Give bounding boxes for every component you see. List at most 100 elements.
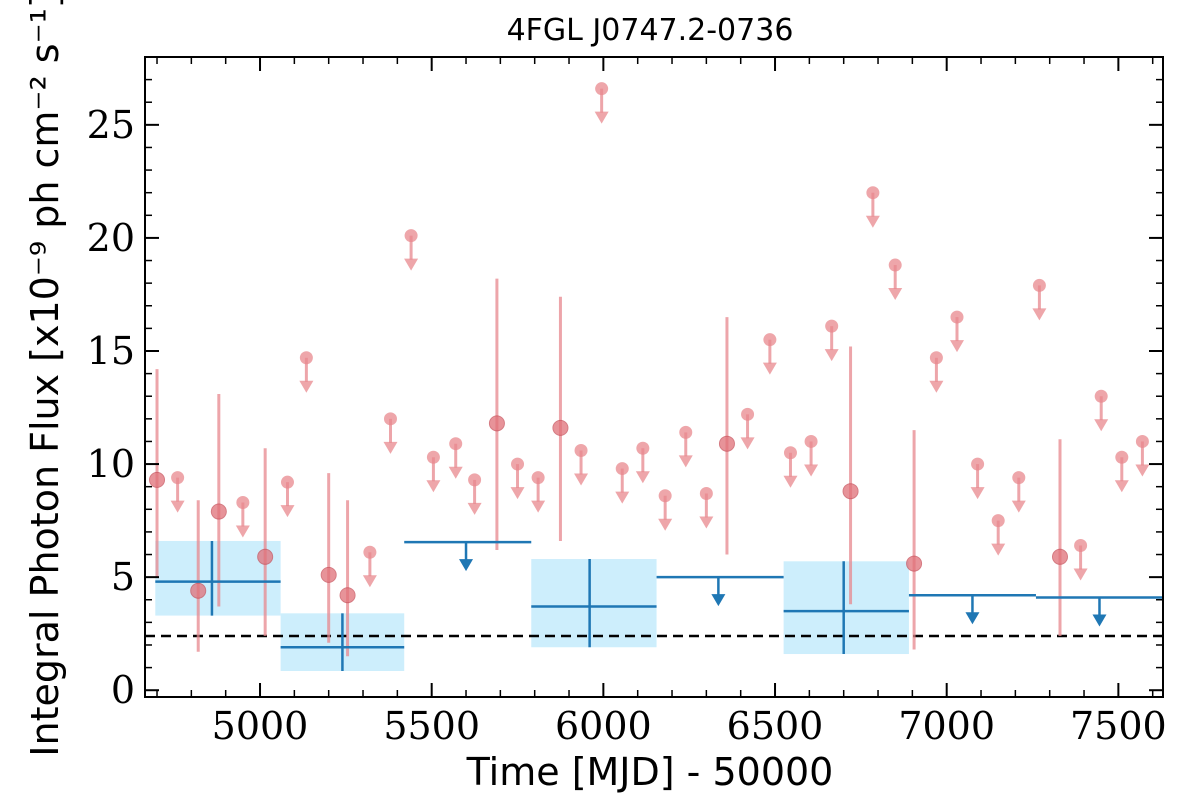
short-bin-upper-limit-arrow: [448, 466, 463, 479]
short-bin-upper-limit-point: [449, 437, 463, 451]
chart-title: 4FGL J0747.2-0736: [507, 13, 794, 48]
short-bin-detection-point: [552, 419, 569, 436]
plot-area: 5000 5500 6000 6500 7000 7500 0 5 10 15 20 25: [87, 56, 1167, 748]
x-tick-label: 7500: [1070, 704, 1167, 748]
short-bin-upper-limit-point: [636, 441, 650, 455]
short-bin-upper-limit-point: [825, 319, 839, 333]
short-bin-detection-point: [488, 415, 505, 432]
y-tick-label: 20: [87, 216, 135, 260]
short-bin-upper-limit-arrow: [1094, 419, 1109, 432]
short-bin-upper-limit-point: [574, 443, 588, 457]
short-bin-upper-limit-arrow: [235, 525, 250, 538]
short-bin-detection-point: [842, 483, 859, 500]
short-bin-upper-limit-point: [804, 434, 818, 448]
short-bin-upper-limit-point: [1135, 434, 1149, 448]
short-bin-upper-limit-arrow: [804, 464, 819, 477]
short-bin-upper-limit-point: [383, 412, 397, 426]
long-bin-upper-limit-arrow: [1092, 614, 1107, 627]
short-bin-upper-limit-point: [404, 229, 418, 243]
short-bin-upper-limit-point: [531, 471, 545, 485]
y-tick-label: 10: [87, 442, 135, 486]
short-bin-upper-limit-point: [679, 425, 693, 439]
short-bin-upper-limit-point: [511, 457, 525, 471]
long-bin-upper-limit-arrow: [965, 612, 980, 625]
short-bin-upper-limit-arrow: [404, 258, 419, 271]
short-bin-upper-limit-point: [741, 407, 755, 421]
short-bin-upper-limit-point: [971, 457, 985, 471]
short-bin-upper-limit-arrow: [170, 500, 185, 513]
short-bin-upper-limit-point: [1115, 450, 1129, 464]
short-bin-upper-limit-point: [280, 475, 294, 489]
short-bin-upper-limit-point: [763, 333, 777, 347]
y-axis-label: Integral Photon Flux [x10⁻⁹ ph cm⁻² s⁻¹]: [23, 0, 67, 757]
short-bin-detection-point: [906, 555, 923, 572]
short-bin-upper-limit-arrow: [762, 362, 777, 375]
short-bin-upper-limit-arrow: [888, 288, 903, 301]
short-bin-upper-limit-arrow: [635, 471, 650, 484]
short-bin-upper-limit-point: [595, 82, 609, 96]
short-bin-detection-point: [149, 471, 166, 488]
short-bin-detection-point: [210, 503, 227, 520]
short-bin-upper-limit-point: [950, 310, 964, 324]
short-bin-upper-limit-arrow: [510, 487, 525, 500]
short-bin-upper-limit-point: [888, 258, 902, 272]
short-bin-upper-limit-arrow: [699, 516, 714, 529]
short-bin-upper-limit-arrow: [740, 437, 755, 450]
short-bin-upper-limit-point: [615, 462, 629, 476]
short-bin-detection-point: [190, 582, 207, 599]
short-bin-upper-limit-arrow: [574, 473, 589, 486]
plot-frame: [144, 56, 1164, 698]
short-bin-upper-limit-point: [699, 486, 713, 500]
short-bin-upper-limit-arrow: [678, 455, 693, 468]
x-tick-label: 5500: [383, 704, 480, 748]
y-tick-label: 25: [87, 103, 135, 147]
short-bin-upper-limit-arrow: [362, 575, 377, 588]
short-bin-upper-limit-arrow: [824, 349, 839, 362]
short-bin-upper-limit-point: [658, 489, 672, 503]
short-bin-upper-limit-point: [1094, 389, 1108, 403]
short-bin-upper-limit-point: [171, 471, 185, 485]
short-bin-upper-limit-arrow: [1135, 464, 1150, 477]
short-bin-upper-limit-arrow: [299, 380, 314, 393]
short-bin-upper-limit-arrow: [783, 475, 798, 488]
short-bin-upper-limit-arrow: [467, 502, 482, 515]
short-bin-upper-limit-arrow: [615, 491, 630, 504]
x-tick-label: 7000: [898, 704, 995, 748]
plot-content: [145, 82, 1163, 671]
short-bin-detection-point: [320, 566, 337, 583]
short-bin-upper-limit-arrow: [929, 380, 944, 393]
short-bin-upper-limit-arrow: [1114, 480, 1129, 493]
short-bin-upper-limit-arrow: [658, 518, 673, 531]
short-bin-upper-limit-point: [363, 545, 377, 559]
short-bin-upper-limit-point: [468, 473, 482, 487]
short-bin-detection-point: [257, 548, 274, 565]
long-bin-upper-limit-arrow: [459, 559, 474, 572]
short-bin-upper-limit-point: [783, 446, 797, 460]
short-bin-upper-limit-arrow: [865, 215, 880, 228]
x-tick-label: 6500: [727, 704, 824, 748]
short-bin-upper-limit-arrow: [280, 505, 295, 518]
y-tick-label: 5: [111, 555, 135, 599]
x-axis-label: Time [MJD] - 50000: [466, 750, 834, 794]
short-bin-upper-limit-point: [991, 514, 1005, 528]
short-bin-upper-limit-arrow: [531, 500, 546, 513]
y-tick-label: 0: [111, 668, 135, 712]
short-bin-upper-limit-point: [426, 450, 440, 464]
short-bin-upper-limit-arrow: [1032, 308, 1047, 321]
x-tick-label: 6000: [555, 704, 652, 748]
short-bin-upper-limit-point: [1074, 538, 1088, 552]
short-bin-upper-limit-arrow: [1073, 568, 1088, 581]
long-bin-upper-limit-arrow: [711, 594, 726, 607]
short-bin-detection-point: [339, 587, 356, 604]
short-bin-upper-limit-arrow: [426, 480, 441, 493]
short-bin-upper-limit-arrow: [594, 111, 609, 124]
short-bin-upper-limit-point: [866, 186, 880, 200]
short-bin-upper-limit-point: [299, 351, 313, 365]
short-bin-upper-limit-point: [929, 351, 943, 365]
long-bin-error-band: [783, 561, 909, 655]
x-tick-label: 5000: [212, 704, 309, 748]
short-bin-detection-point: [718, 435, 735, 452]
short-bin-detection-point: [1051, 548, 1068, 565]
short-bin-upper-limit-arrow: [383, 441, 398, 454]
